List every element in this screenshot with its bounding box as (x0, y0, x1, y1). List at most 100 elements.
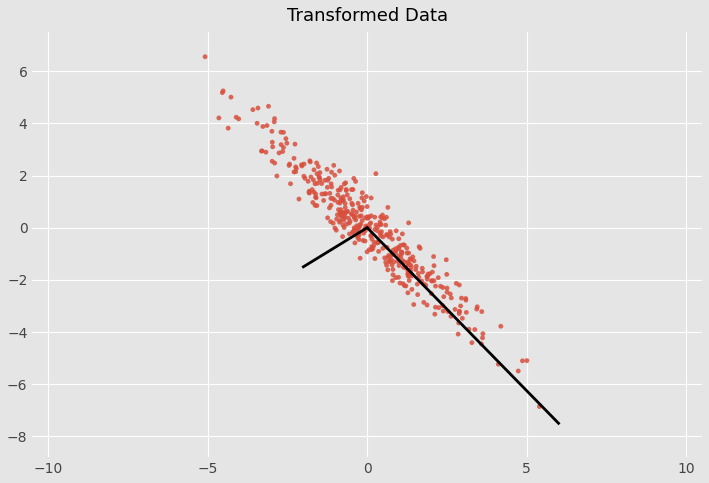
Point (311, 170, 323, 178)
Point (384, 233, 395, 241)
Point (451, 280, 462, 287)
Point (267, 138, 278, 146)
Point (424, 270, 435, 278)
Point (364, 246, 375, 254)
Point (404, 255, 415, 263)
Point (381, 261, 392, 269)
Point (393, 252, 405, 260)
Point (382, 254, 393, 261)
Point (354, 221, 365, 229)
Point (358, 229, 369, 237)
Point (413, 270, 424, 277)
Point (377, 211, 389, 219)
Point (335, 213, 347, 220)
Point (325, 201, 337, 209)
Point (347, 201, 358, 209)
Point (437, 284, 449, 291)
Point (362, 223, 373, 231)
Point (354, 205, 366, 213)
Point (340, 204, 351, 212)
Point (386, 251, 398, 258)
Point (413, 273, 425, 281)
Point (406, 256, 417, 263)
Point (296, 162, 308, 170)
Point (335, 217, 346, 225)
Point (372, 239, 383, 247)
Point (534, 403, 545, 411)
Point (365, 219, 376, 227)
Point (349, 213, 360, 221)
Point (453, 319, 464, 327)
Point (417, 268, 428, 276)
Point (320, 190, 332, 198)
Point (313, 163, 324, 170)
Point (428, 262, 440, 270)
Point (342, 214, 354, 222)
Point (386, 235, 398, 243)
Point (335, 208, 346, 216)
Point (357, 189, 368, 197)
Point (460, 295, 471, 302)
Point (351, 222, 362, 230)
Point (341, 208, 352, 216)
Point (352, 199, 364, 207)
Point (450, 306, 461, 313)
Point (323, 174, 335, 182)
Point (410, 266, 421, 273)
Point (322, 184, 333, 191)
Point (275, 128, 286, 136)
Point (359, 197, 370, 205)
Point (326, 168, 337, 176)
Point (291, 165, 302, 172)
Point (400, 264, 411, 272)
Point (335, 184, 347, 191)
Point (334, 218, 345, 226)
Point (367, 235, 378, 243)
Point (389, 258, 400, 266)
Point (432, 274, 444, 282)
Point (325, 195, 337, 202)
Point (422, 272, 433, 280)
Point (354, 255, 366, 262)
Point (346, 199, 357, 207)
Point (405, 270, 416, 278)
Point (337, 233, 348, 241)
Point (467, 339, 478, 346)
Point (381, 243, 393, 251)
Point (326, 183, 337, 191)
Point (477, 330, 489, 338)
Point (517, 357, 528, 365)
Point (362, 213, 373, 221)
Point (353, 223, 364, 231)
Point (461, 309, 472, 316)
Point (352, 234, 364, 242)
Point (335, 210, 346, 217)
Point (438, 293, 450, 300)
Point (337, 197, 348, 204)
Point (333, 199, 344, 206)
Point (350, 216, 362, 224)
Point (278, 128, 289, 136)
Point (394, 279, 406, 287)
Point (384, 258, 396, 266)
Point (495, 322, 506, 330)
Point (338, 216, 350, 224)
Point (352, 226, 364, 234)
Point (403, 219, 414, 227)
Point (354, 203, 365, 211)
Point (361, 193, 372, 200)
Point (390, 274, 401, 282)
Point (381, 231, 393, 239)
Point (376, 214, 388, 222)
Point (269, 118, 280, 126)
Point (364, 220, 375, 228)
Point (362, 248, 373, 256)
Point (352, 232, 363, 240)
Point (425, 290, 437, 298)
Point (310, 193, 321, 201)
Point (442, 288, 453, 296)
Point (393, 245, 405, 253)
Point (325, 180, 337, 188)
Point (349, 214, 360, 222)
Point (374, 221, 386, 228)
